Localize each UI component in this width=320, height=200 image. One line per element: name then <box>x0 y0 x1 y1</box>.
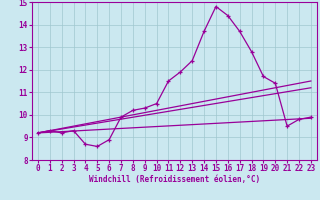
X-axis label: Windchill (Refroidissement éolien,°C): Windchill (Refroidissement éolien,°C) <box>89 175 260 184</box>
